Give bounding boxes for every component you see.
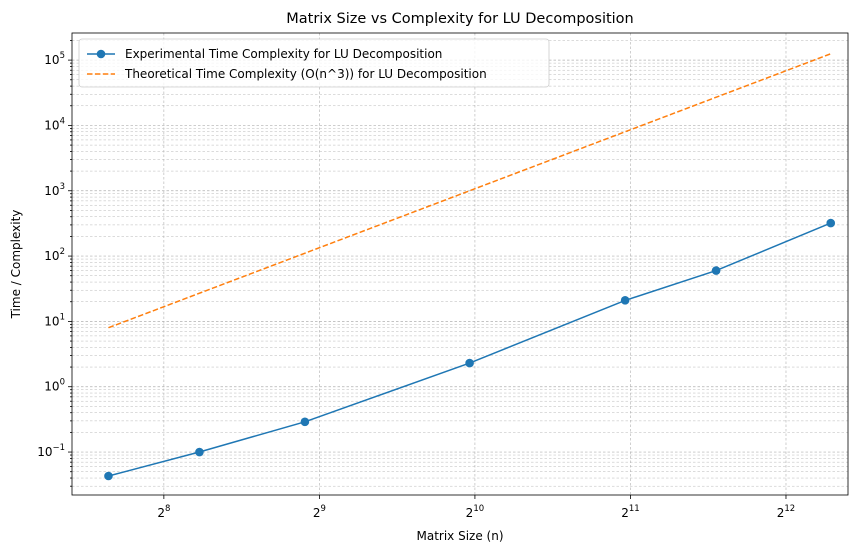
series-1-point [104, 471, 113, 481]
x-axis-label: Matrix Size (n) [416, 529, 503, 543]
series-1-point [711, 266, 721, 275]
x-tick-label: 28 [157, 504, 170, 520]
y-tick-label: 100 [44, 378, 65, 394]
y-tick-label: 102 [44, 247, 65, 263]
y-tick-label: 105 [44, 51, 65, 67]
x-tick-label: 210 [466, 504, 484, 520]
series-1-point [465, 358, 474, 368]
y-axis-ticks: 10−1 100 101 102 103 104 105 [37, 40, 72, 487]
y-tick-label: 103 [44, 182, 65, 198]
x-tick-label: 29 [313, 504, 326, 520]
y-axis-label: Time / Complexity [9, 210, 23, 320]
legend-label: Experimental Time Complexity for LU Deco… [125, 47, 442, 61]
chart-title: Matrix Size vs Complexity for LU Decompo… [286, 11, 634, 27]
legend-swatch-marker [96, 49, 106, 59]
x-tick-label: 212 [777, 504, 795, 520]
series-1-point [195, 447, 204, 457]
legend-label: Theoretical Time Complexity (O(n^3)) for… [124, 67, 487, 81]
y-tick-label: 104 [44, 116, 65, 132]
y-tick-label: 101 [44, 312, 65, 328]
series-layer [104, 53, 836, 481]
legend-box [78, 38, 550, 88]
series-1-point [826, 218, 836, 228]
legend: Experimental Time Complexity for LU Deco… [78, 38, 550, 88]
y-tick-label: 10−1 [37, 443, 65, 459]
series-1-point [300, 417, 310, 427]
x-tick-label: 211 [621, 504, 639, 520]
series-2-line [108, 53, 831, 329]
x-axis-ticks: 28 29 210 211 212 [157, 495, 795, 520]
plot-frame [71, 32, 849, 496]
series-1-point [620, 296, 630, 305]
